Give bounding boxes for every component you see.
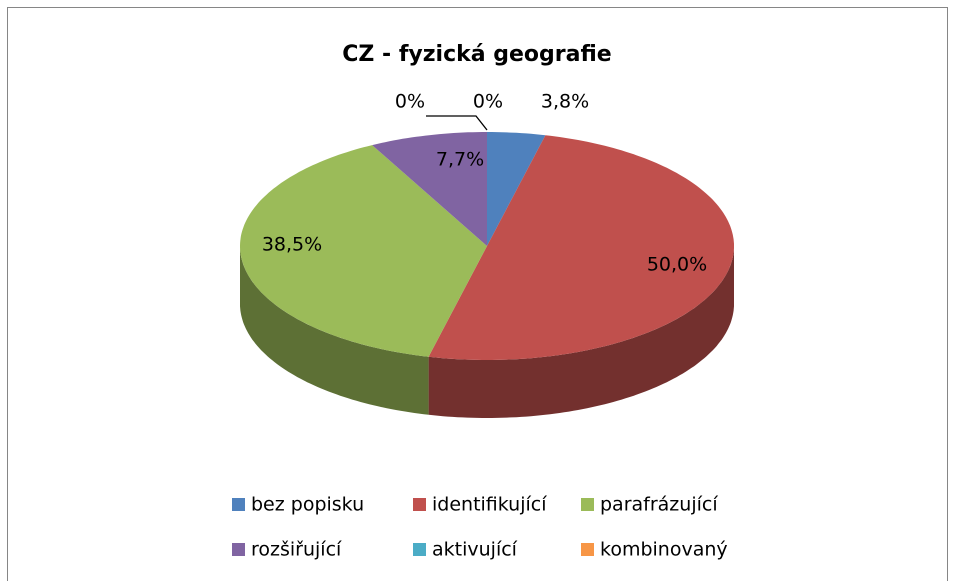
data-label: 3,8% [541,91,589,113]
slice [428,135,734,360]
legend-label: parafrázující [600,494,718,516]
data-label: 7,7% [436,149,484,171]
legend-label: bez popisku [251,494,364,516]
legend-swatch [232,543,245,556]
legend-label: identifikující [432,494,547,516]
slice [240,145,487,357]
slice-side [240,246,429,415]
legend-swatch [581,543,594,556]
slice-side [428,246,734,418]
data-label: 0% [473,91,503,113]
legend-swatch [413,543,426,556]
data-label: 38,5% [262,234,322,256]
legend-swatch [232,498,245,511]
legend-label: kombinovaný [600,539,728,561]
chart-title: CZ - fyzická geografie [342,42,611,67]
data-label: 50,0% [647,254,707,276]
legend-label: rozšiřující [251,539,342,561]
data-label: 0% [395,91,425,113]
legend-label: aktivující [432,539,518,561]
leader-line [426,115,488,131]
legend-swatch [413,498,426,511]
slice [487,132,546,246]
legend-swatch [581,498,594,511]
slice [372,132,487,246]
